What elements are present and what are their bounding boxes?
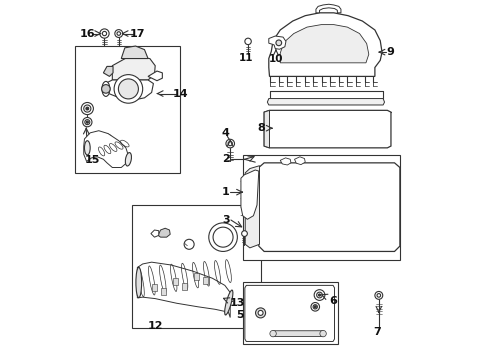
Text: 13: 13 — [229, 298, 244, 308]
Circle shape — [102, 31, 106, 36]
Circle shape — [86, 121, 88, 123]
Polygon shape — [158, 228, 170, 237]
Polygon shape — [194, 273, 199, 280]
Polygon shape — [271, 331, 324, 337]
Polygon shape — [268, 13, 381, 76]
Ellipse shape — [102, 81, 110, 96]
Bar — [242, 155, 399, 260]
Text: 15: 15 — [84, 156, 100, 165]
Ellipse shape — [136, 267, 142, 298]
Circle shape — [319, 330, 325, 337]
Polygon shape — [241, 170, 258, 219]
Circle shape — [114, 75, 142, 103]
Text: 8: 8 — [257, 123, 265, 133]
Polygon shape — [112, 57, 155, 80]
Ellipse shape — [224, 290, 232, 315]
Bar — [242, 282, 338, 344]
Ellipse shape — [84, 141, 90, 155]
Circle shape — [82, 117, 92, 127]
Text: 2: 2 — [222, 154, 229, 164]
Polygon shape — [182, 283, 186, 290]
Circle shape — [81, 103, 93, 114]
Circle shape — [275, 40, 281, 46]
Polygon shape — [148, 71, 162, 81]
Circle shape — [225, 139, 234, 148]
Circle shape — [100, 29, 109, 38]
Ellipse shape — [125, 153, 131, 166]
Polygon shape — [121, 46, 148, 59]
Polygon shape — [244, 166, 259, 248]
Circle shape — [84, 120, 90, 125]
Polygon shape — [280, 24, 368, 63]
Circle shape — [318, 294, 320, 296]
Text: 16: 16 — [80, 28, 95, 39]
Circle shape — [374, 292, 382, 299]
Polygon shape — [244, 285, 334, 342]
Text: 1: 1 — [222, 187, 229, 197]
Text: 14: 14 — [173, 89, 188, 99]
Polygon shape — [280, 158, 290, 165]
Circle shape — [86, 107, 88, 110]
Circle shape — [258, 310, 263, 315]
Text: 11: 11 — [238, 53, 252, 63]
Polygon shape — [104, 80, 153, 100]
Circle shape — [83, 105, 91, 112]
Polygon shape — [103, 66, 113, 76]
Text: 12: 12 — [148, 321, 163, 332]
Polygon shape — [268, 36, 285, 49]
Circle shape — [241, 231, 247, 237]
Polygon shape — [151, 284, 156, 291]
Circle shape — [227, 141, 232, 146]
Polygon shape — [137, 262, 230, 318]
Circle shape — [269, 330, 276, 337]
Text: 9: 9 — [386, 47, 393, 57]
Circle shape — [376, 294, 380, 297]
Polygon shape — [203, 277, 208, 284]
Polygon shape — [264, 111, 269, 148]
Text: 7: 7 — [373, 327, 381, 337]
Circle shape — [313, 290, 324, 300]
Text: 17: 17 — [129, 28, 145, 39]
Polygon shape — [267, 99, 384, 105]
Circle shape — [312, 305, 317, 309]
Circle shape — [118, 79, 138, 99]
Text: 4: 4 — [222, 128, 229, 138]
Polygon shape — [315, 4, 340, 13]
Polygon shape — [83, 131, 128, 167]
Text: 3: 3 — [222, 215, 229, 225]
Circle shape — [313, 306, 316, 308]
Text: 6: 6 — [328, 296, 336, 306]
Polygon shape — [160, 288, 165, 295]
Circle shape — [102, 85, 110, 93]
Polygon shape — [151, 230, 159, 237]
Polygon shape — [294, 157, 305, 165]
Bar — [75, 46, 180, 173]
Circle shape — [310, 302, 319, 311]
Bar — [132, 205, 260, 328]
Circle shape — [117, 32, 121, 35]
Circle shape — [316, 292, 322, 298]
Circle shape — [115, 30, 122, 37]
Text: 10: 10 — [268, 54, 283, 64]
Polygon shape — [258, 163, 399, 251]
Circle shape — [255, 308, 265, 318]
Polygon shape — [173, 278, 178, 285]
Text: 5: 5 — [236, 310, 243, 320]
Polygon shape — [264, 111, 390, 148]
